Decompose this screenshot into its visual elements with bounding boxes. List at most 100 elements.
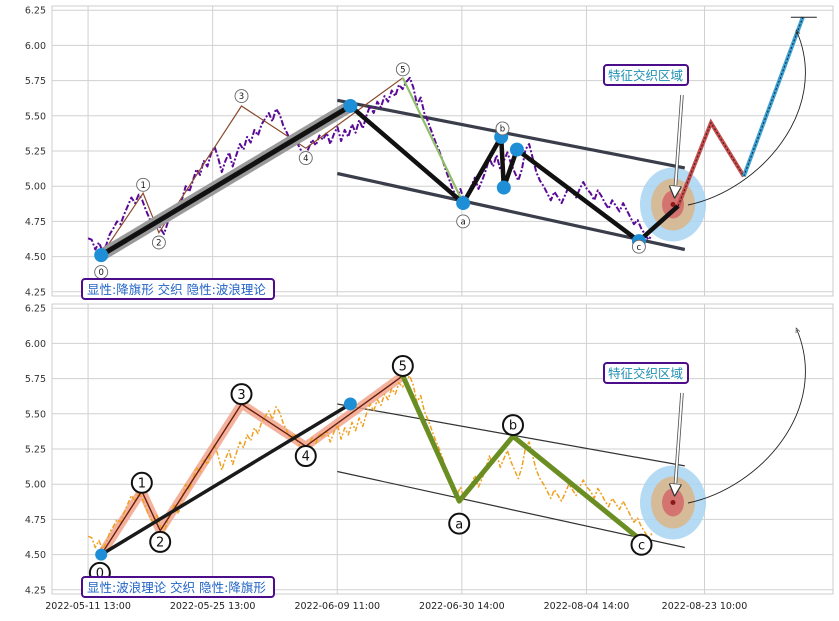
wave-label-text: 3 (237, 388, 245, 403)
wave-label-text: 0 (98, 268, 103, 278)
projection-curve-arrow (687, 32, 806, 206)
y-tick-label: 6.00 (25, 41, 46, 52)
y-tick-label: 4.50 (25, 550, 46, 561)
x-tick-label: 2022-05-25 13:00 (170, 601, 256, 612)
wave-label-text: b (509, 419, 517, 434)
zone-arrow (675, 94, 683, 192)
bottom-panel: 4.25 4.50 4.75 5.00 5.25 5.50 5.75 6.00 6.25 0 1 2… (25, 303, 834, 612)
flag-pole-line (98, 103, 353, 258)
wave-zigzag-line (100, 375, 404, 555)
top-zone-label-box: 特征交织区域 (603, 64, 689, 86)
y-tick-label: 5.75 (25, 374, 46, 385)
y-tick-label: 4.25 (25, 585, 46, 596)
y-tick-label: 5.50 (25, 111, 46, 122)
wave-label-circle (501, 414, 524, 437)
zone-arrow (675, 392, 683, 490)
pivot-dot (95, 548, 108, 561)
projection-curve-arrow (687, 330, 806, 504)
pivot-dot (343, 98, 358, 113)
interlace-zone-center (670, 499, 676, 505)
top-y-tick-labels: 4.25 4.50 4.75 5.00 5.25 5.50 5.75 6.00 6.25 (25, 6, 46, 299)
bottom-annotation-frame (81, 576, 275, 598)
y-tick-label: 4.75 (25, 515, 46, 526)
wave-label-circle (149, 530, 172, 553)
bottom-chart-marks (87, 330, 806, 561)
wave-label-text: 0 (96, 567, 104, 582)
x-tick-labels: 2022-05-11 13:00 2022-05-25 13:00 2022-06-… (45, 601, 747, 612)
pivot-dot (343, 397, 357, 411)
wave-label-circle (136, 177, 151, 192)
top-annotation-box: 显性:降旗形 交织 隐性:波浪理论 (81, 278, 275, 300)
y-tick-label: 5.00 (25, 182, 46, 193)
wave-label-text: c (637, 243, 642, 253)
top-zone-label: 特征交织区域 (608, 68, 683, 83)
top-chart-marks (87, 16, 817, 263)
wave-label-text: 5 (400, 65, 405, 75)
wave-label-text: 5 (399, 360, 407, 375)
wave-label-text: 3 (239, 92, 244, 102)
x-tick-label: 2022-08-23 10:00 (662, 601, 748, 612)
wave-label-text: 1 (138, 476, 146, 491)
x-tick-label: 2022-06-30 14:00 (419, 601, 505, 612)
top-gridlines (52, 6, 833, 296)
bottom-y-tick-labels: 4.25 4.50 4.75 5.00 5.25 5.50 5.75 6.00 6.25 (25, 304, 46, 597)
wave-label-circle (294, 445, 317, 468)
pivot-dot (456, 196, 471, 211)
wave-label-circle (630, 533, 653, 556)
projection-blue-center (743, 17, 804, 177)
wave-abc-line (400, 374, 644, 543)
bottom-gridlines (52, 304, 833, 594)
pivot-dot (94, 248, 109, 263)
y-tick-label: 5.25 (25, 445, 46, 456)
wave-a-leg (401, 77, 465, 204)
pivot-dot (509, 142, 524, 157)
wave-label-circle (448, 512, 471, 535)
projection-red-center (677, 121, 745, 207)
wave-label-circle (298, 151, 313, 165)
y-tick-label: 6.25 (25, 304, 46, 315)
interlace-zone-center (670, 201, 676, 207)
flag-pole-line (100, 402, 352, 557)
bottom-wave-labels: 0 1 2 3 4 5 a b c (88, 354, 653, 584)
flag-upper-trendline (336, 98, 686, 170)
bottom-zone-frame (603, 362, 689, 384)
y-tick-label: 4.25 (25, 287, 46, 298)
y-tick-label: 5.25 (25, 147, 46, 158)
bottom-annotation-box: 显性:波浪理论 交织 隐性:降旗形 (81, 576, 275, 598)
x-tick-label: 2022-05-11 13:00 (45, 601, 131, 612)
wave-label-text: 4 (303, 154, 308, 164)
y-tick-label: 5.75 (25, 76, 46, 87)
wave-label-text: a (461, 217, 466, 227)
bottom-zone-label-box: 特征交织区域 (603, 362, 689, 384)
y-tick-label: 4.75 (25, 217, 46, 228)
top-wave-labels: 0 1 2 3 4 5 a b c (94, 62, 646, 280)
wave-zigzag-line (100, 77, 404, 256)
top-annotation-frame (81, 278, 275, 300)
wave-label-circle (130, 471, 153, 494)
top-annotation-text: 显性:降旗形 交织 隐性:波浪理论 (87, 282, 266, 297)
bottom-zone-label: 特征交织区域 (608, 366, 683, 381)
y-tick-label: 5.00 (25, 480, 46, 491)
wave-label-circle (230, 383, 253, 406)
wave-label-circle (631, 239, 646, 254)
wave-label-text: 4 (302, 450, 310, 465)
wave-label-text: a (455, 517, 463, 532)
x-tick-label: 2022-06-09 11:00 (294, 601, 380, 612)
wave-label-text: 2 (156, 536, 164, 551)
wave-label-text: b (500, 125, 505, 135)
wave-label-text: 1 (140, 181, 145, 191)
pivot-dot (496, 180, 511, 195)
top-panel: 4.25 4.50 4.75 5.00 5.25 5.50 5.75 6.00 6.25 0 1 2… (25, 5, 834, 300)
price-series (87, 76, 653, 252)
flag-lower-trendline (336, 171, 686, 252)
wave-label-text: c (638, 538, 645, 553)
y-tick-label: 6.00 (25, 339, 46, 350)
wave-label-circle (151, 235, 166, 250)
wave-label-circle (395, 62, 410, 77)
wave-label-text: 2 (156, 239, 161, 249)
wave-label-circle (456, 214, 471, 229)
flag-lower-trendline (337, 470, 685, 549)
y-tick-label: 6.25 (25, 6, 46, 17)
